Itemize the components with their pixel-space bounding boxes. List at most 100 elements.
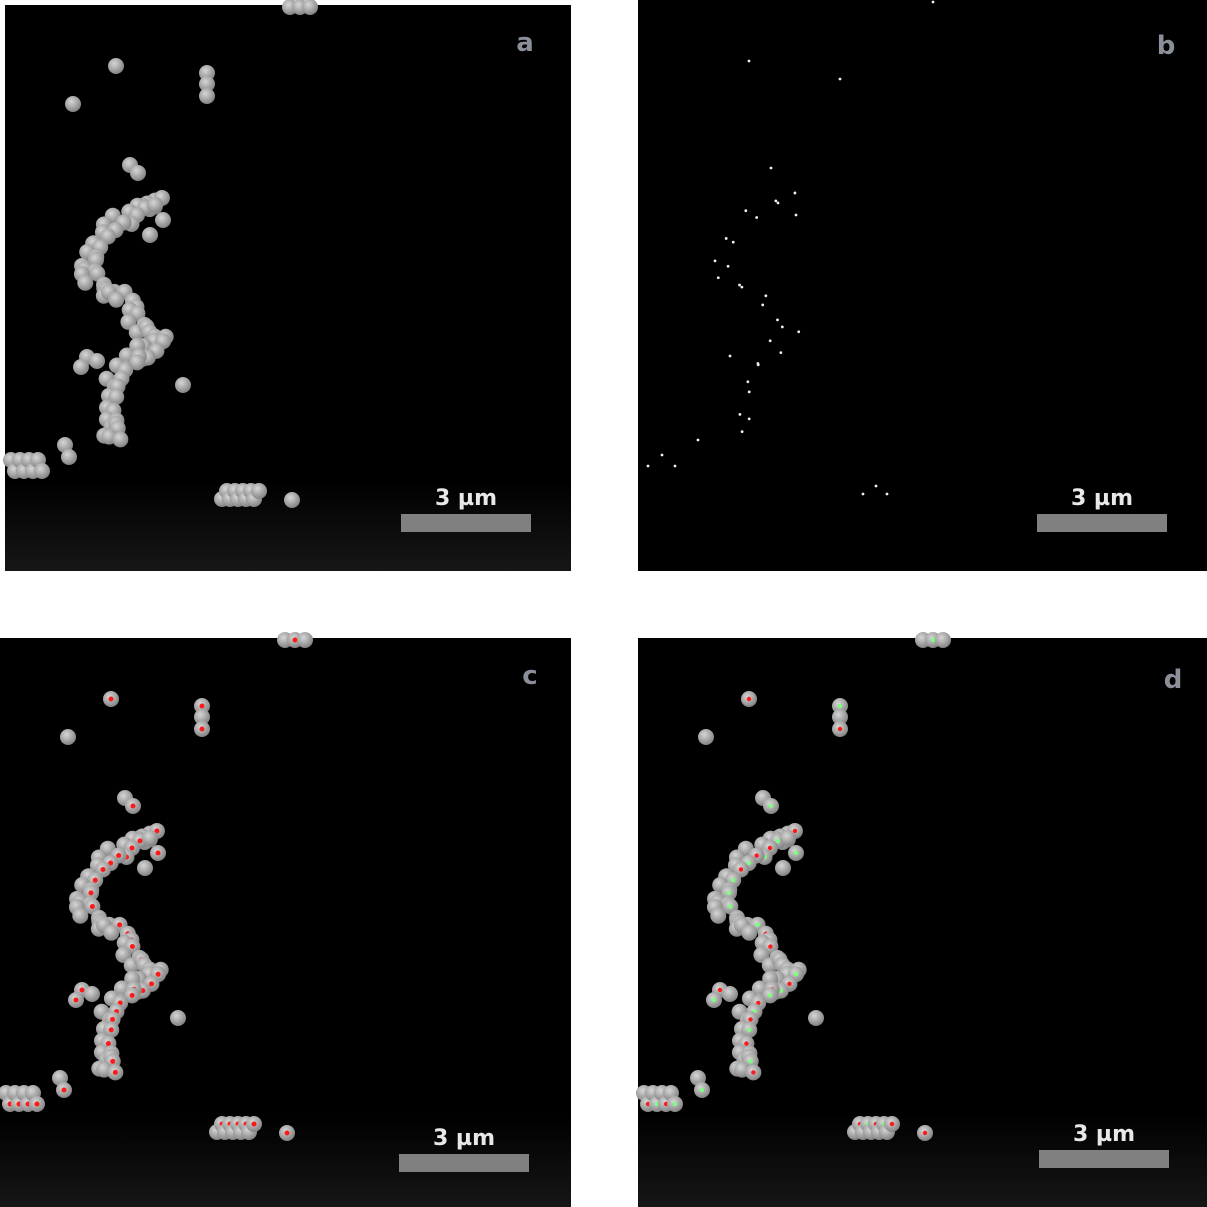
particle [199,88,215,104]
detection-dot [768,993,772,997]
particle [741,925,757,941]
spot [647,465,650,468]
spot [886,493,889,496]
spot [661,454,664,457]
spot [875,485,878,488]
particle [89,353,105,369]
spot [740,286,743,289]
detection-dot [776,839,780,843]
detection-dot [156,851,161,856]
particle [112,431,128,447]
detection-dot [80,988,85,993]
detection-dot [137,838,142,843]
detection-dot [156,972,161,977]
scale-bar-label: 3 µm [1073,1122,1135,1147]
spot [748,417,751,420]
detection-dot [728,904,732,908]
detection-dot [727,891,731,895]
spot [729,355,732,358]
detection-dot [130,993,135,998]
particle [297,632,313,648]
detection-dot [794,851,798,855]
spot [777,201,780,204]
spot [764,294,767,297]
detection-dot [110,1059,115,1064]
spot [776,318,779,321]
particle [775,860,791,876]
detection-dot [754,853,758,857]
detection-dot [700,1088,704,1092]
detection-dot [106,1041,111,1046]
particle [108,58,124,74]
panel-label: b [1157,31,1176,61]
detection-dot [838,727,842,731]
spot [748,390,751,393]
spot [770,167,773,170]
detection-dot [751,1070,755,1074]
detection-dot [131,804,136,809]
spot [741,430,744,433]
particle [155,212,171,228]
particle [147,197,163,213]
detection-dot [129,845,134,850]
detection-dot [93,878,98,883]
spot [748,60,751,63]
detection-dot [109,697,114,702]
particle [780,830,796,846]
scale-bar-label: 3 µm [435,486,497,511]
detection-dot [113,1070,118,1075]
particle [130,165,146,181]
detection-dot [200,704,205,709]
scale-bar [399,1154,529,1172]
particle [60,729,76,745]
detection-dot [673,1102,677,1106]
detection-dot [130,944,135,949]
particle [251,483,267,499]
spot [746,380,749,383]
particle [84,986,100,1002]
particle [72,908,88,924]
detection-dot [749,1059,753,1063]
detection-dot [88,890,93,895]
detection-dot [768,846,772,850]
particle [65,96,81,112]
particle [710,908,726,924]
spot [932,1,935,4]
detection-dot [90,904,95,909]
scale-bar [401,514,531,532]
scale-bar [1037,514,1167,532]
detection-dot [787,982,791,986]
particle [808,1010,824,1026]
detection-dot [718,988,722,992]
spot [794,192,797,195]
particle [77,275,93,291]
detection-dot [74,998,79,1003]
scale-bar [1039,1150,1169,1168]
detection-dot [747,697,751,701]
particle [935,632,951,648]
particle [108,292,124,308]
particle [142,830,158,846]
spot [697,439,700,442]
detection-dot [110,1017,115,1022]
spot [795,214,798,217]
detection-dot [252,1122,257,1127]
detection-dot [744,1041,748,1045]
spot [797,330,800,333]
panel-label: a [516,28,534,58]
particle [175,377,191,393]
spot [725,237,728,240]
figure: a 3 µm b 3 µm c 3 µm d 3 µm [0,0,1207,1207]
spot [779,351,782,354]
panel-label: c [522,661,537,691]
particle [61,449,77,465]
detection-dot [712,998,716,1002]
spot [714,259,717,262]
spot [757,364,760,367]
panel-b: b 3 µm [638,0,1207,571]
detection-dot [117,922,122,927]
spot [744,209,747,212]
spot [717,276,720,279]
particle [722,986,738,1002]
panel-a: a 3 µm [3,0,571,571]
